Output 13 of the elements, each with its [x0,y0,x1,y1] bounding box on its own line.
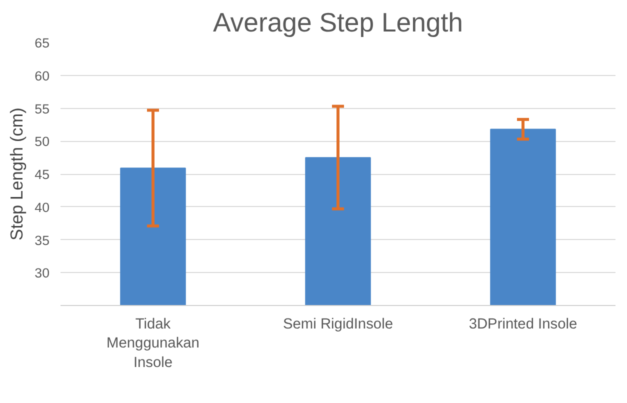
chart-title: Average Step Length [213,8,463,38]
y-tick-label: 50 [34,134,50,150]
y-tick-label: 30 [34,266,50,281]
y-tick-label: 65 [34,36,50,50]
y-tick-label: 35 [34,232,50,248]
y-tick-label: 60 [34,68,50,84]
y-tick-label: 45 [34,167,50,182]
x-tick-label: Semi RigidInsole [283,316,393,332]
y-tick-label: 55 [34,101,50,116]
x-tick-label: 3DPrinted Insole [468,316,578,332]
y-axis-title: Step Length (cm) [6,108,27,240]
x-tick-label: Tidak Menggunakan Insole [106,316,200,371]
y-tick-label: 40 [34,200,50,215]
